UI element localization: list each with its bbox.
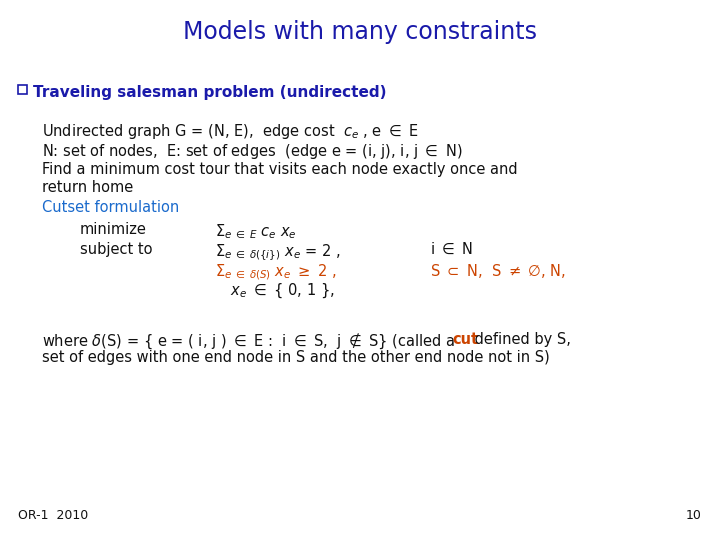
Text: defined by S,: defined by S, [470,332,571,347]
Text: where $\delta$(S) = { e = ( i, j ) $\in$ E :  i $\in$ S,  j $\notin$ S} (called : where $\delta$(S) = { e = ( i, j ) $\in$… [42,332,456,352]
Text: set of edges with one end node in S and the other end node not in S): set of edges with one end node in S and … [42,350,550,365]
Text: OR-1  2010: OR-1 2010 [18,509,89,522]
Text: return home: return home [42,180,133,195]
Text: Models with many constraints: Models with many constraints [183,20,537,44]
Text: cut: cut [452,332,478,347]
Text: Cutset formulation: Cutset formulation [42,200,179,215]
Text: $x_e$ $\in$ { 0, 1 },: $x_e$ $\in$ { 0, 1 }, [230,282,335,300]
Text: $\Sigma_{e\;\in\;\delta(\{i\})}$ $x_e$ = 2 ,: $\Sigma_{e\;\in\;\delta(\{i\})}$ $x_e$ =… [215,242,341,262]
Text: 10: 10 [686,509,702,522]
Text: $\Sigma_{e\;\in\;E}$ $c_e$ $x_e$: $\Sigma_{e\;\in\;E}$ $c_e$ $x_e$ [215,222,297,240]
Text: $\Sigma_{e\;\in\;\delta(S)}$ $x_e$ $\geq$ 2 ,: $\Sigma_{e\;\in\;\delta(S)}$ $x_e$ $\geq… [215,262,337,281]
Text: subject to: subject to [80,242,153,257]
Text: i $\in$ N: i $\in$ N [430,242,473,257]
Text: S $\subset$ N,  S $\neq$ $\varnothing$, N,: S $\subset$ N, S $\neq$ $\varnothing$, N… [430,262,566,280]
Text: Undirected graph G = (N, E),  edge cost  $c_e$ , e $\in$ E: Undirected graph G = (N, E), edge cost $… [42,122,419,141]
Text: minimize: minimize [80,222,147,237]
Text: Traveling salesman problem (undirected): Traveling salesman problem (undirected) [33,85,387,100]
Text: Find a minimum cost tour that visits each node exactly once and: Find a minimum cost tour that visits eac… [42,162,518,177]
Text: N: set of nodes,  E: set of edges  (edge e = (i, j), i, j $\in$ N): N: set of nodes, E: set of edges (edge e… [42,142,462,161]
